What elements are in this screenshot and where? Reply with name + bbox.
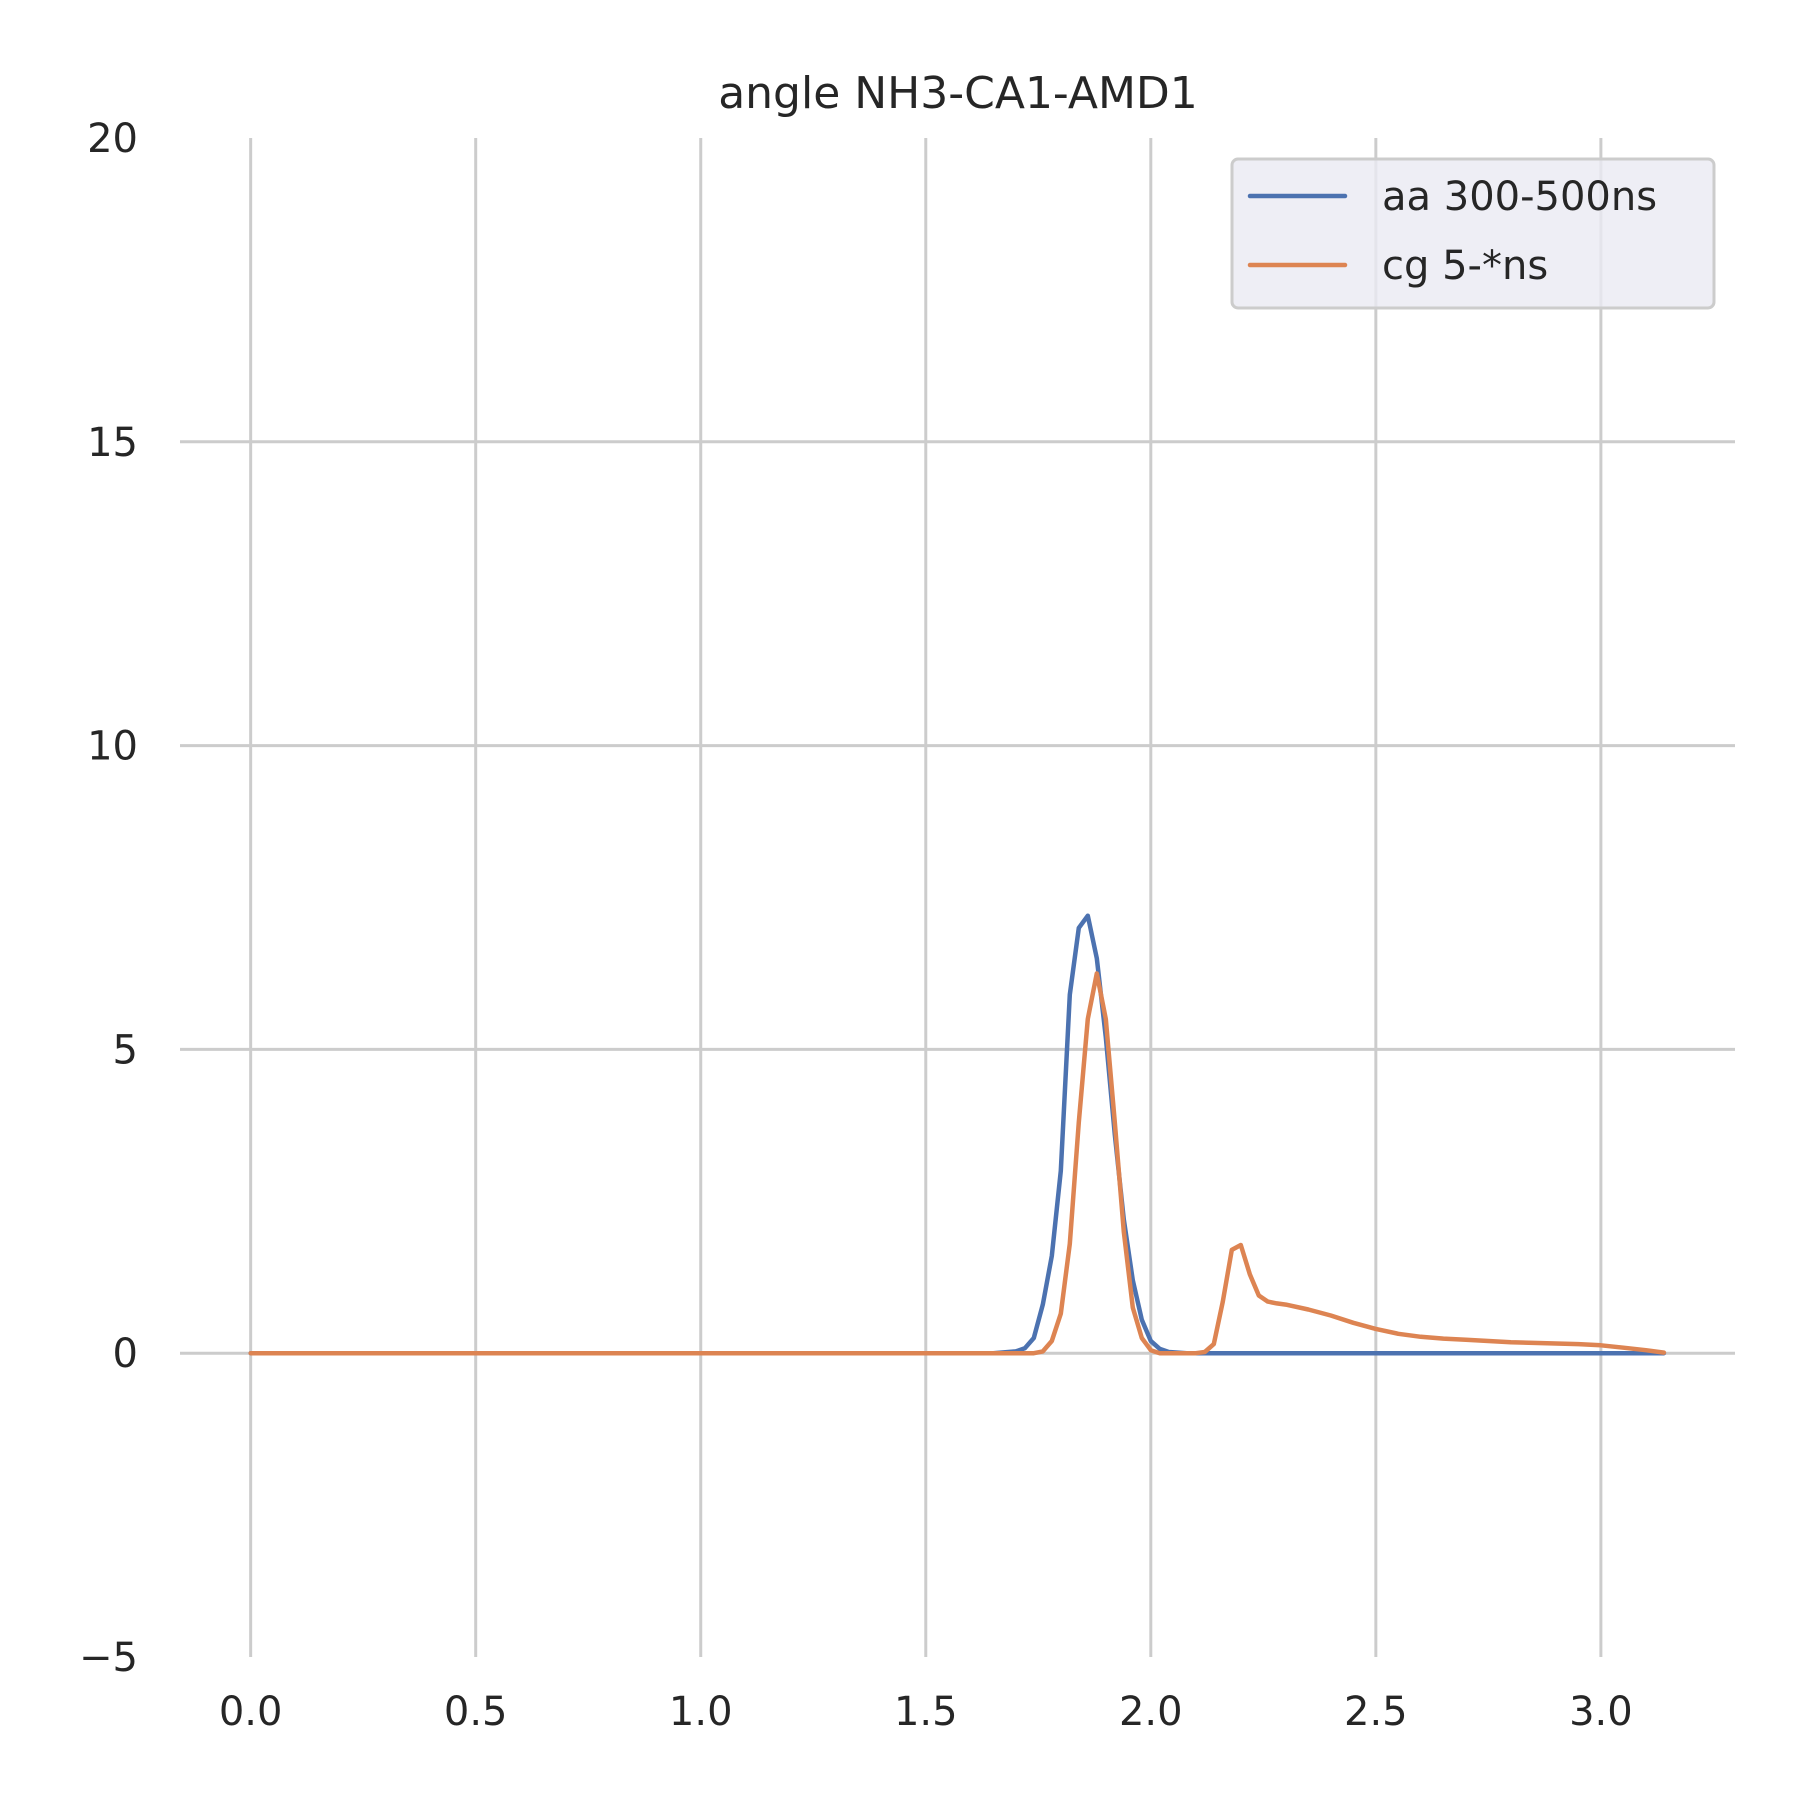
y-tick-label: 0 (113, 1331, 138, 1377)
legend-label: cg 5-*ns (1382, 243, 1548, 289)
legend-box (1230, 157, 1716, 310)
x-tick-label: 1.5 (894, 1689, 958, 1735)
x-tick-label: 0.0 (219, 1689, 283, 1735)
y-tick-labels: −5 0 5 10 15 20 (79, 116, 138, 1681)
y-tick-label: −5 (79, 1635, 138, 1681)
x-tick-label: 1.0 (669, 1689, 733, 1735)
x-tick-label: 2.5 (1344, 1689, 1408, 1735)
y-tick-label: 5 (113, 1027, 138, 1073)
y-tick-label: 20 (87, 116, 138, 162)
y-tick-label: 10 (87, 724, 138, 770)
chart-title: angle NH3-CA1-AMD1 (718, 68, 1198, 119)
x-tick-label: 2.0 (1119, 1689, 1183, 1735)
series-line-cg (248, 971, 1667, 1356)
series-line-aa (248, 913, 1667, 1356)
x-gridlines (249, 138, 1603, 1657)
x-tick-label: 3.0 (1569, 1689, 1633, 1735)
legend-label: aa 300-500ns (1382, 174, 1657, 220)
y-gridlines (180, 440, 1735, 1355)
x-tick-labels: 0.0 0.5 1.0 1.5 2.0 2.5 3.0 (219, 1689, 1633, 1735)
x-tick-label: 0.5 (444, 1689, 508, 1735)
series-layer (248, 913, 1667, 1356)
legend: aa 300-500ns cg 5-*ns (1230, 157, 1716, 310)
y-tick-label: 15 (87, 420, 138, 466)
